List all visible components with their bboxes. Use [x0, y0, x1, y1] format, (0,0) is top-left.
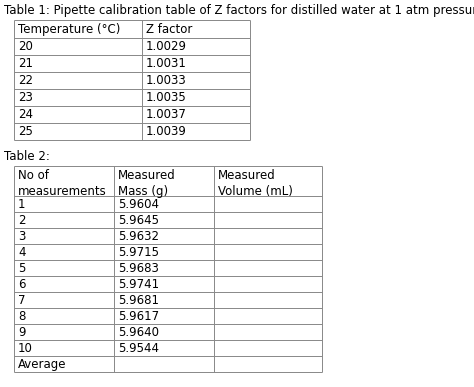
Text: Measured
Mass (g): Measured Mass (g): [118, 169, 176, 198]
Text: 10: 10: [18, 342, 33, 355]
Text: 21: 21: [18, 57, 33, 70]
Text: 24: 24: [18, 108, 33, 121]
Text: 1.0035: 1.0035: [146, 91, 187, 104]
Text: 5.9741: 5.9741: [118, 278, 159, 291]
Text: 1.0039: 1.0039: [146, 125, 187, 138]
Text: Temperature (°C): Temperature (°C): [18, 23, 120, 36]
Text: 22: 22: [18, 74, 33, 87]
Text: 1: 1: [18, 198, 26, 211]
Text: 5.9544: 5.9544: [118, 342, 159, 355]
Text: 5: 5: [18, 262, 26, 275]
Text: 3: 3: [18, 230, 26, 243]
Text: 5.9681: 5.9681: [118, 294, 159, 307]
Text: 6: 6: [18, 278, 26, 291]
Text: 1.0029: 1.0029: [146, 40, 187, 53]
Text: 5.9632: 5.9632: [118, 230, 159, 243]
Text: 4: 4: [18, 246, 26, 259]
Text: 23: 23: [18, 91, 33, 104]
Text: 5.9715: 5.9715: [118, 246, 159, 259]
Text: 5.9617: 5.9617: [118, 310, 159, 323]
Text: 5.9640: 5.9640: [118, 326, 159, 339]
Text: 7: 7: [18, 294, 26, 307]
Text: 5.9645: 5.9645: [118, 214, 159, 227]
Text: Average: Average: [18, 358, 66, 371]
Text: 25: 25: [18, 125, 33, 138]
Text: 1.0031: 1.0031: [146, 57, 187, 70]
Text: 9: 9: [18, 326, 26, 339]
Text: Table 2:: Table 2:: [4, 150, 50, 163]
Text: Z factor: Z factor: [146, 23, 192, 36]
Text: 5.9683: 5.9683: [118, 262, 159, 275]
Text: Measured
Volume (mL): Measured Volume (mL): [218, 169, 293, 198]
Text: 1.0033: 1.0033: [146, 74, 187, 87]
Text: 5.9604: 5.9604: [118, 198, 159, 211]
Text: 1.0037: 1.0037: [146, 108, 187, 121]
Text: 2: 2: [18, 214, 26, 227]
Text: No of
measurements: No of measurements: [18, 169, 107, 198]
Text: 20: 20: [18, 40, 33, 53]
Text: Table 1: Pipette calibration table of Z factors for distilled water at 1 atm pre: Table 1: Pipette calibration table of Z …: [4, 4, 474, 17]
Text: 8: 8: [18, 310, 26, 323]
